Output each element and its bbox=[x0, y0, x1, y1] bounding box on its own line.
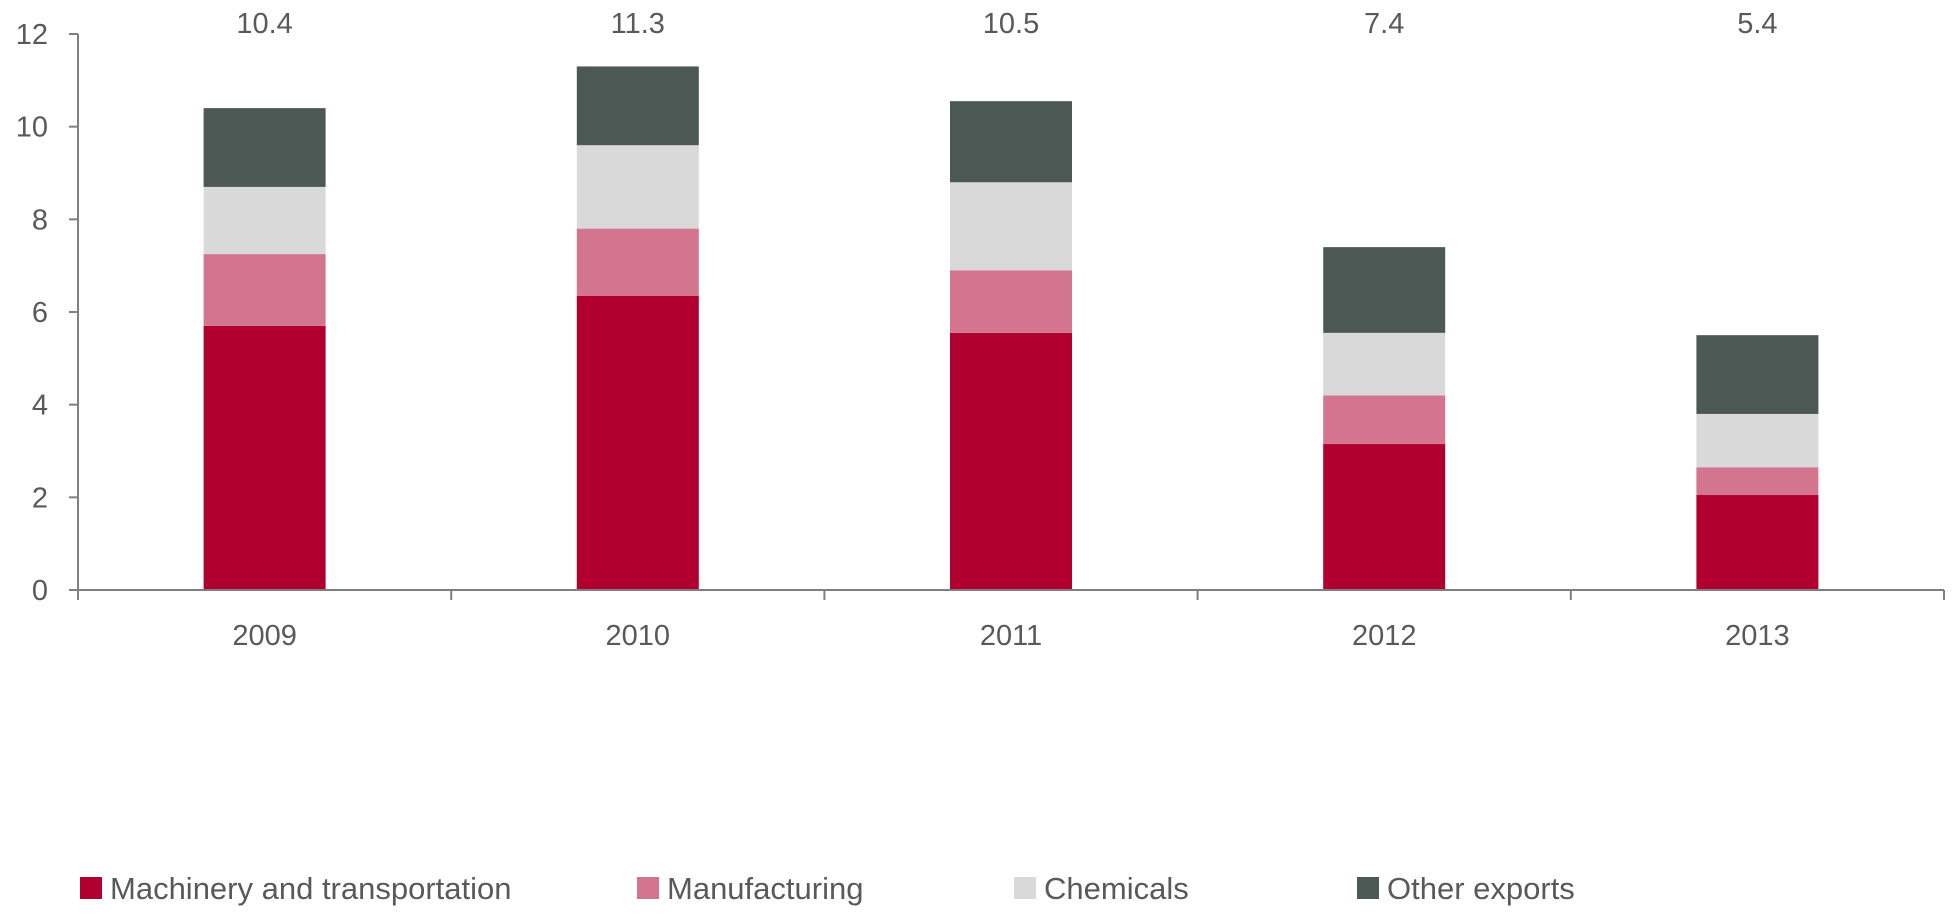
bar-segment-2010-2 bbox=[576, 145, 699, 229]
total-label-2010: 11.3 bbox=[611, 8, 665, 40]
labels-layer: 10.4 11.3 10.5 7.4 5.4 bbox=[236, 8, 1777, 40]
bar-segment-2012-2 bbox=[1323, 332, 1446, 396]
bar-segment-2010-3 bbox=[576, 66, 699, 146]
bars-layer bbox=[203, 66, 1819, 590]
bar-segment-2012-0 bbox=[1323, 444, 1446, 590]
bar-segment-2009-3 bbox=[203, 108, 326, 187]
legend-item: Chemicals bbox=[1014, 871, 1189, 906]
bar-segment-2010-0 bbox=[576, 295, 699, 590]
bar-segment-2011-3 bbox=[950, 101, 1072, 183]
x-tick-label: 2012 bbox=[1352, 620, 1417, 652]
legend-item: Other exports bbox=[1357, 871, 1575, 906]
bar-segment-2013-3 bbox=[1696, 335, 1819, 414]
bar-segment-2011-0 bbox=[950, 332, 1072, 590]
legend: Machinery and transportation Manufacturin… bbox=[80, 871, 1575, 906]
bar-stack-2009 bbox=[203, 108, 326, 590]
bar-segment-2009-2 bbox=[203, 186, 326, 255]
bar-segment-2011-1 bbox=[950, 270, 1072, 333]
y-tick-label: 8 bbox=[32, 204, 48, 236]
legend-label: Manufacturing bbox=[667, 871, 863, 906]
legend-label: Other exports bbox=[1387, 871, 1575, 906]
total-label-2012: 7.4 bbox=[1364, 8, 1404, 40]
y-tick-label: 6 bbox=[32, 297, 48, 329]
legend-item: Machinery and transportation bbox=[80, 871, 512, 906]
y-tick-label: 12 bbox=[16, 19, 48, 51]
legend-label: Chemicals bbox=[1044, 871, 1189, 906]
y-tick-label: 2 bbox=[32, 482, 48, 514]
bar-segment-2012-3 bbox=[1323, 247, 1446, 333]
axes-layer: 0 2 4 6 8 10 12 2009 2010 2011 2012 2013 bbox=[16, 19, 1945, 652]
total-label-2009: 10.4 bbox=[236, 8, 292, 40]
y-tick-label: 4 bbox=[32, 390, 48, 422]
total-label-2011: 10.5 bbox=[983, 8, 1039, 40]
total-label-2013: 5.4 bbox=[1737, 8, 1777, 40]
legend-label: Machinery and transportation bbox=[110, 871, 512, 906]
legend-item: Manufacturing bbox=[637, 871, 863, 906]
legend-swatch bbox=[637, 877, 659, 899]
legend-swatch bbox=[80, 877, 102, 899]
bar-segment-2009-0 bbox=[203, 325, 326, 590]
bar-segment-2011-2 bbox=[950, 182, 1072, 271]
bar-segment-2012-1 bbox=[1323, 395, 1446, 445]
x-tick-label: 2009 bbox=[232, 620, 297, 652]
bar-segment-2013-0 bbox=[1696, 495, 1819, 590]
x-tick-label: 2013 bbox=[1725, 620, 1790, 652]
x-tick-label: 2010 bbox=[606, 620, 671, 652]
legend-swatch bbox=[1014, 877, 1036, 899]
bar-stack-2012 bbox=[1323, 247, 1446, 590]
bar-stack-2011 bbox=[950, 101, 1072, 590]
y-tick-label: 0 bbox=[32, 575, 48, 607]
bar-segment-2010-1 bbox=[576, 228, 699, 296]
bar-stack-2013 bbox=[1696, 335, 1819, 590]
bar-segment-2013-1 bbox=[1696, 467, 1819, 496]
x-tick-label: 2011 bbox=[980, 620, 1042, 652]
legend-swatch bbox=[1357, 877, 1379, 899]
y-tick-label: 10 bbox=[16, 112, 48, 144]
bar-segment-2009-1 bbox=[203, 254, 326, 326]
bar-segment-2013-2 bbox=[1696, 413, 1819, 468]
bar-stack-2010 bbox=[576, 66, 699, 590]
